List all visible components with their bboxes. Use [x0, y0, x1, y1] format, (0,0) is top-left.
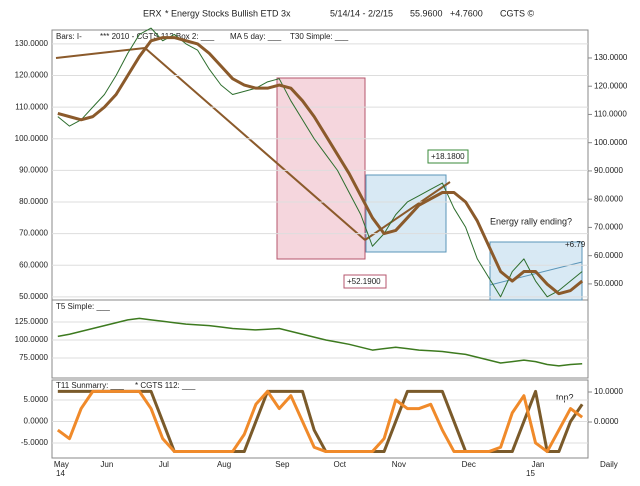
date-range: 5/14/14 - 2/2/15 — [330, 8, 393, 18]
y2-tick-label: 100.0000 — [594, 138, 628, 147]
annotation: Energy rally ending? — [490, 216, 572, 226]
series-line — [56, 389, 584, 454]
y-tick-label: 90.0000 — [19, 165, 48, 174]
trend-line — [144, 47, 366, 241]
x-tick-label: Aug — [217, 460, 231, 469]
legend-text: T30 Simple: ___ — [290, 32, 349, 41]
y2-tick-label: 10.0000 — [594, 387, 623, 396]
y-tick-label: 75.0000 — [19, 353, 48, 362]
chart-title: * Energy Stocks Bullish ETD 3x — [165, 8, 291, 18]
y2-tick-label: 120.0000 — [594, 81, 628, 90]
y2-tick-label: 0.0000 — [594, 417, 619, 426]
change: +4.7600 — [450, 8, 483, 18]
y-tick-label: -5.0000 — [21, 438, 49, 447]
annotation: top? — [556, 392, 574, 402]
x-tick-label: Jul — [159, 460, 169, 469]
annotation: +6.79 — [565, 240, 586, 249]
legend-text: Bars: I- — [56, 32, 82, 41]
annotation: +18.1800 — [431, 152, 465, 161]
last-price: 55.9600 — [410, 8, 443, 18]
x-tick-label: Jan — [532, 460, 545, 469]
x-tick-label: Sep — [275, 460, 290, 469]
x-axis-label: Daily — [600, 460, 618, 469]
legend-text: *** 2010 - CGTS 112 Box 2: ___ — [100, 32, 215, 41]
legend-text: * CGTS 112: ___ — [135, 381, 196, 390]
y-tick-label: 125.0000 — [15, 317, 49, 326]
year-label: 15 — [526, 469, 535, 478]
y-tick-label: 50.0000 — [19, 292, 48, 301]
y2-tick-label: 60.0000 — [594, 251, 623, 260]
annotation-box — [427, 149, 469, 164]
panel-frame — [51, 379, 589, 459]
trend-line — [364, 181, 451, 241]
y-tick-label: 100.0000 — [15, 134, 49, 143]
annotation: +52.1900 — [347, 277, 381, 286]
x-tick-label: Dec — [462, 460, 476, 469]
y-tick-label: 120.0000 — [15, 71, 49, 80]
series-line — [57, 27, 583, 298]
y-tick-label: 130.0000 — [15, 39, 49, 48]
legend-text: MA 5 day: ___ — [230, 32, 282, 41]
series-line — [57, 389, 584, 454]
y-tick-label: 80.0000 — [19, 197, 48, 206]
y2-tick-label: 50.0000 — [594, 279, 623, 288]
y2-tick-label: 70.0000 — [594, 223, 623, 232]
x-tick-label: Nov — [392, 460, 406, 469]
legend-text: T5 Simple: ___ — [56, 302, 110, 311]
source: CGTS © — [500, 8, 535, 18]
symbol: ERX — [143, 8, 162, 18]
y-tick-label: 0.0000 — [24, 417, 49, 426]
y-tick-label: 100.0000 — [15, 335, 49, 344]
annotation-box — [343, 274, 387, 289]
legend-text: T11 Sunmarry: ___ — [56, 381, 124, 390]
y-tick-label: 5.0000 — [24, 395, 49, 404]
y2-tick-label: 80.0000 — [594, 194, 623, 203]
y2-tick-label: 110.0000 — [594, 110, 627, 119]
highlight-box — [276, 77, 366, 260]
y2-tick-label: 90.0000 — [594, 166, 623, 175]
y-tick-label: 60.0000 — [19, 260, 48, 269]
year-label: 14 — [56, 469, 65, 478]
y2-tick-label: 130.0000 — [594, 53, 628, 62]
y-tick-label: 110.0000 — [15, 102, 48, 111]
x-tick-label: May — [54, 460, 69, 469]
x-tick-label: Jun — [100, 460, 113, 469]
y-tick-label: 70.0000 — [19, 229, 48, 238]
x-tick-label: Oct — [333, 460, 346, 469]
series-line — [57, 36, 584, 296]
series-line — [57, 317, 583, 367]
panel-frame — [51, 299, 589, 379]
